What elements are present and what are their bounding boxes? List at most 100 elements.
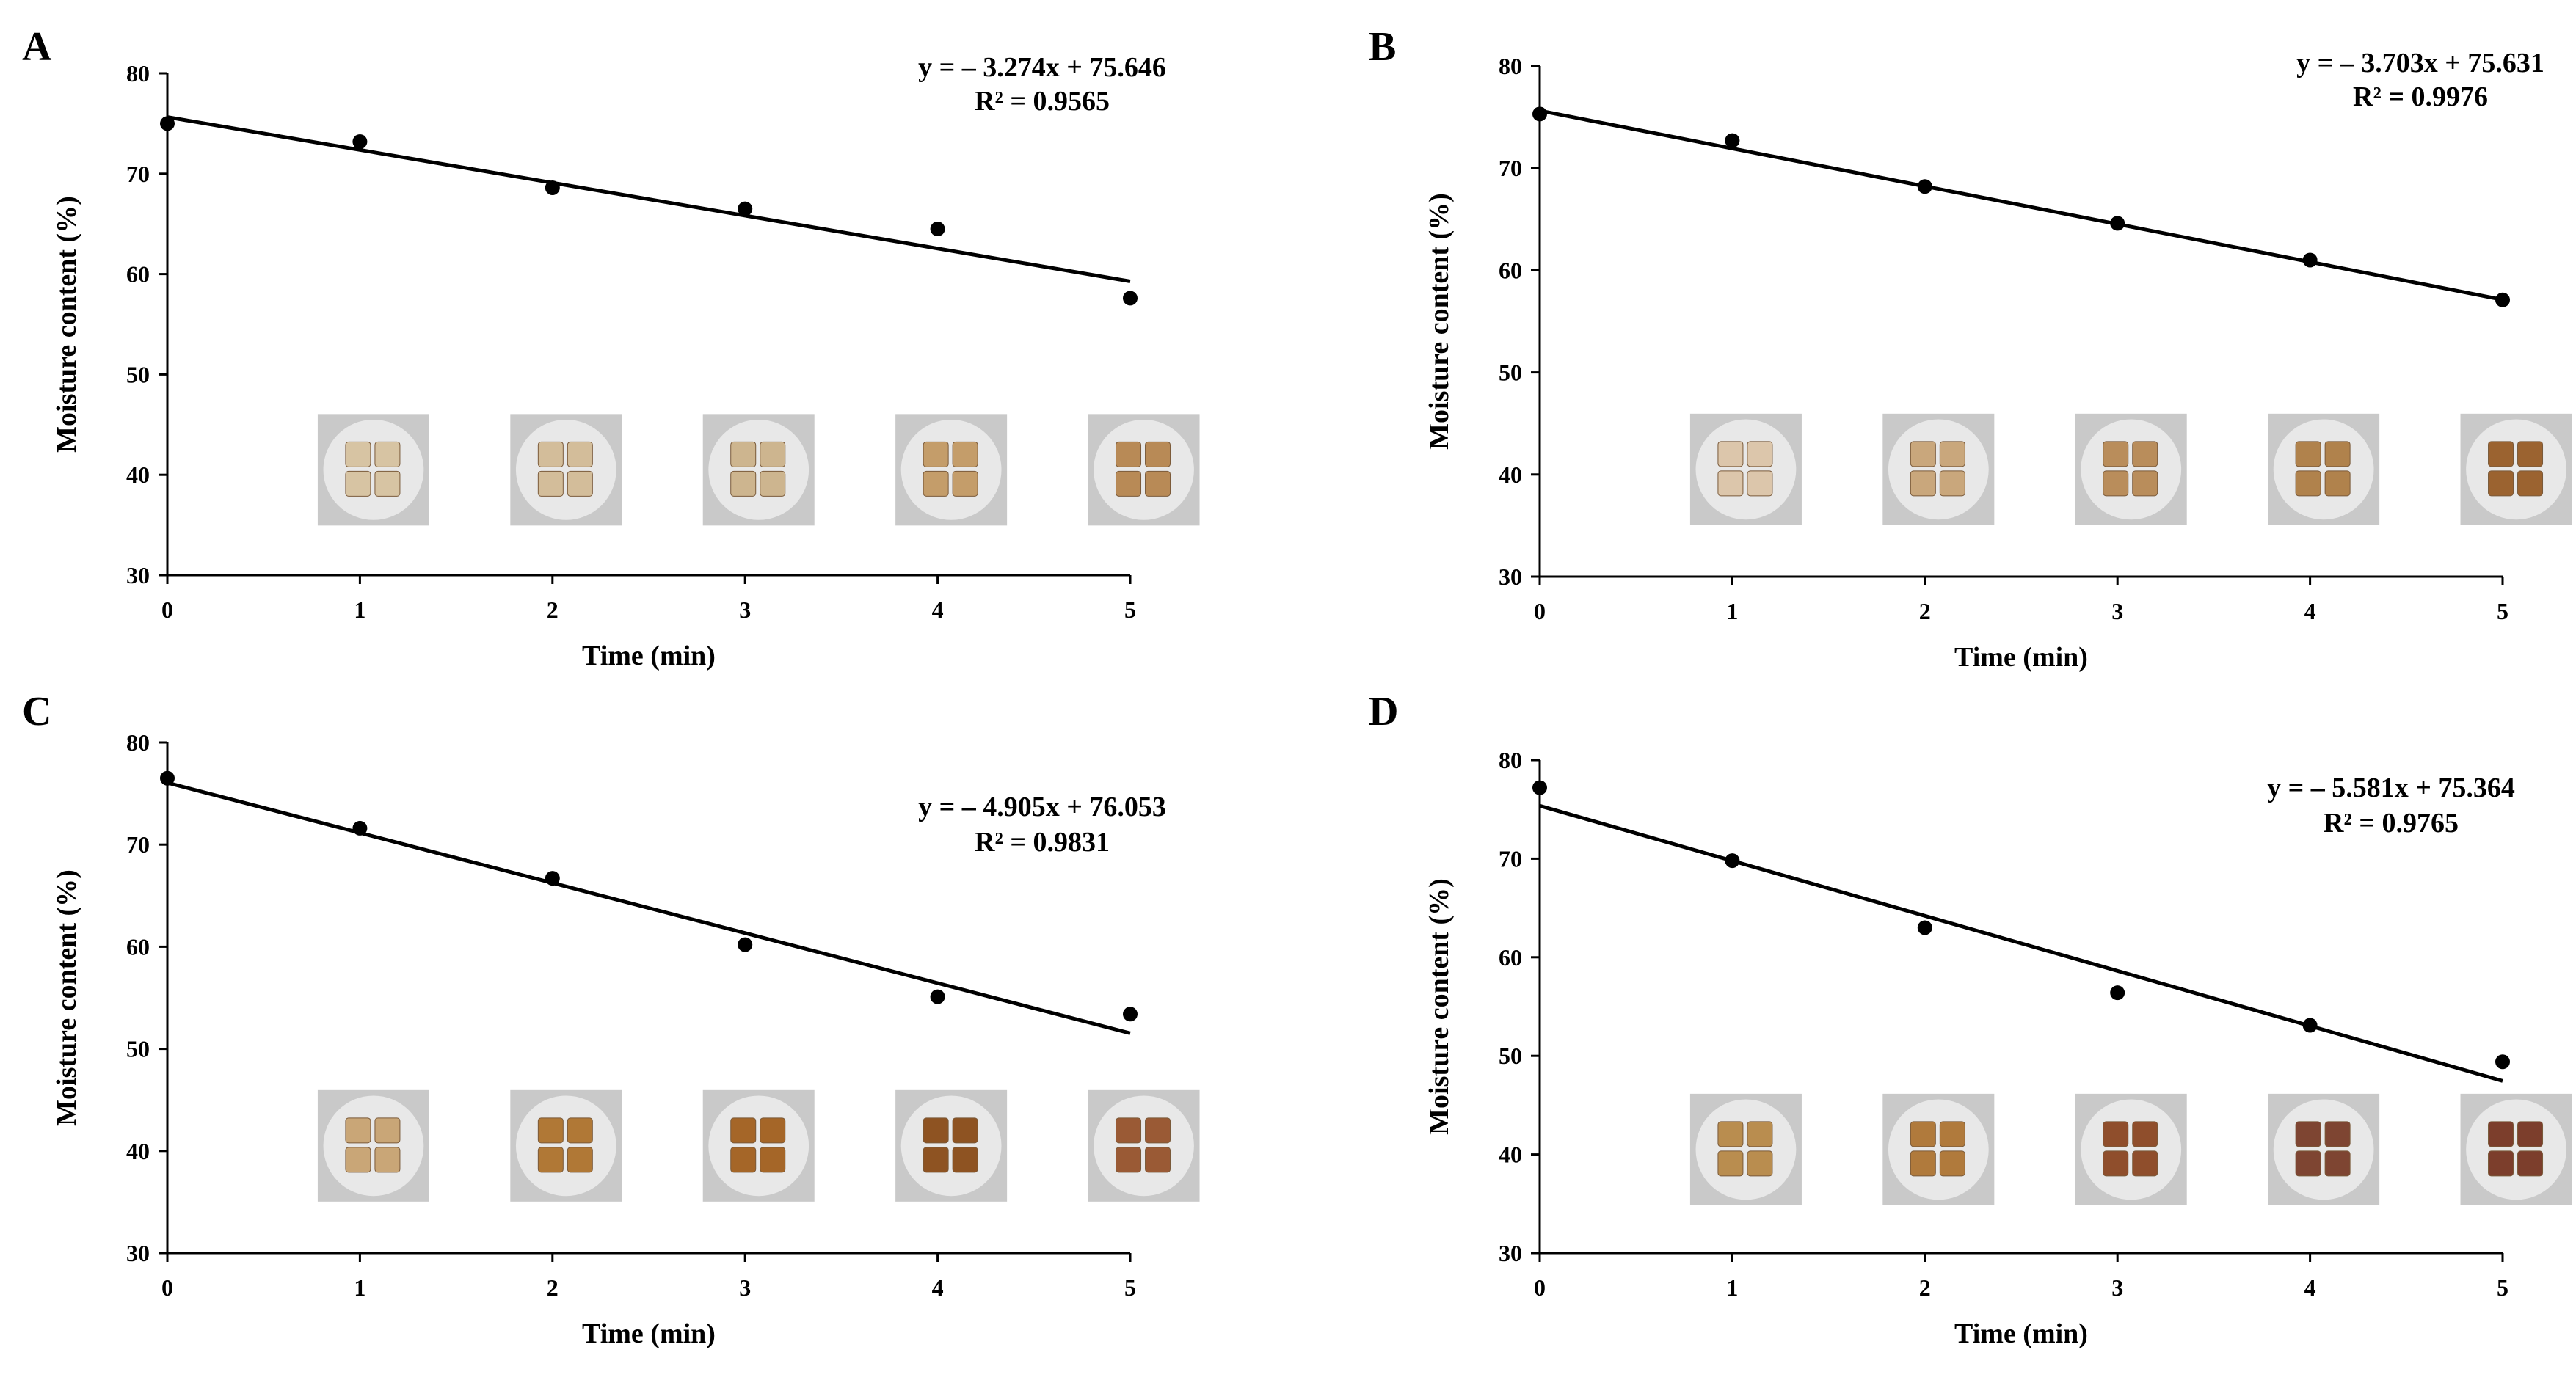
food-cube xyxy=(345,470,371,497)
data-point xyxy=(352,820,368,836)
data-point xyxy=(352,134,368,150)
x-tick-label: 5 xyxy=(1124,596,1136,623)
food-cube xyxy=(760,1117,786,1144)
food-cube xyxy=(2295,1121,2321,1147)
food-cube xyxy=(1116,1147,1142,1173)
food-cube xyxy=(1717,1121,1744,1147)
food-cube xyxy=(2517,441,2544,467)
food-cube xyxy=(345,1117,371,1144)
sample-photo xyxy=(1088,414,1200,526)
x-tick-label: 1 xyxy=(1726,1274,1738,1301)
r-squared-value: R² = 0.9765 xyxy=(2324,808,2459,839)
food-cube xyxy=(2295,1150,2321,1177)
y-tick-label: 70 xyxy=(126,831,150,858)
food-cube xyxy=(2517,470,2544,497)
food-cube xyxy=(730,1117,757,1144)
sample-photo xyxy=(1088,1089,1200,1202)
panel-letter: B xyxy=(1369,24,1396,70)
sample-photo xyxy=(510,414,622,526)
plate xyxy=(2466,1099,2566,1200)
food-cube xyxy=(2103,441,2129,467)
plate xyxy=(323,419,424,520)
sample-photo xyxy=(2075,1093,2187,1205)
food-cube xyxy=(537,470,564,497)
food-cube xyxy=(537,1117,564,1144)
food-cube xyxy=(1717,441,1744,467)
food-cube xyxy=(537,441,564,467)
food-cube xyxy=(567,1147,593,1173)
sample-photo xyxy=(2268,1093,2380,1205)
x-tick-label: 0 xyxy=(1534,598,1546,624)
x-tick-label: 1 xyxy=(1726,598,1738,624)
panel-letter: C xyxy=(22,689,51,734)
y-tick-label: 60 xyxy=(126,933,150,960)
plate xyxy=(1094,419,1194,520)
food-cube xyxy=(2132,470,2158,497)
plate xyxy=(2081,1099,2182,1200)
data-point xyxy=(1123,1007,1138,1022)
food-cube xyxy=(760,441,786,467)
food-cube xyxy=(374,441,401,467)
food-cube xyxy=(2488,470,2514,497)
food-cube xyxy=(567,470,593,497)
food-cube xyxy=(760,470,786,497)
y-tick-label: 30 xyxy=(1499,563,1522,590)
food-cube xyxy=(730,1147,757,1173)
data-point xyxy=(1917,920,1932,935)
y-tick-label: 80 xyxy=(1499,747,1522,773)
plate xyxy=(1094,1095,1194,1197)
data-point xyxy=(1917,179,1932,194)
food-cube xyxy=(2324,441,2351,467)
food-cube xyxy=(952,1117,978,1144)
panel-letter: D xyxy=(1369,689,1398,734)
food-cube xyxy=(923,470,949,497)
food-cube xyxy=(345,441,371,467)
chart-panel-b: B 30 40 50 60 70 80 0 1 2 3 4 5 Time (min) Moisture co… xyxy=(1369,24,2572,673)
food-cube xyxy=(1747,1121,1773,1147)
y-tick-label: 60 xyxy=(1499,944,1522,971)
y-tick-label: 80 xyxy=(126,60,150,87)
y-tick-label: 50 xyxy=(1499,1043,1522,1069)
food-cube xyxy=(1747,1150,1773,1177)
food-cube xyxy=(1116,1117,1142,1144)
sample-photo xyxy=(895,414,1008,526)
y-tick-label: 50 xyxy=(126,361,150,387)
y-axis-label: Moisture content (%) xyxy=(1424,193,1455,450)
food-cube xyxy=(1717,470,1744,497)
plate xyxy=(1888,1099,1989,1200)
y-tick-label: 60 xyxy=(1499,257,1522,283)
food-cube xyxy=(374,1147,401,1173)
food-cube xyxy=(1910,470,1936,497)
food-cube xyxy=(1910,1150,1936,1177)
y-tick-label: 40 xyxy=(1499,461,1522,488)
y-axis-label: Moisture content (%) xyxy=(51,196,82,453)
regression-equation: y = – 5.581x + 75.364 xyxy=(2267,773,2515,803)
x-tick-label: 1 xyxy=(354,1274,365,1301)
sample-photo xyxy=(510,1089,622,1202)
y-tick-label: 40 xyxy=(126,1138,150,1164)
y-axis-label: Moisture content (%) xyxy=(1424,878,1455,1135)
x-tick-label: 3 xyxy=(739,596,751,623)
plate xyxy=(1888,419,1989,520)
food-cube xyxy=(730,441,757,467)
plate xyxy=(515,419,616,520)
food-cube xyxy=(2132,441,2158,467)
plate xyxy=(2273,419,2374,520)
food-cube xyxy=(374,1117,401,1144)
data-point xyxy=(1725,133,1740,148)
x-axis-label: Time (min) xyxy=(582,640,716,671)
food-cube xyxy=(2103,1121,2129,1147)
food-cube xyxy=(2488,441,2514,467)
food-cube xyxy=(1910,1121,1936,1147)
food-cube xyxy=(2488,1121,2514,1147)
plate xyxy=(708,419,809,520)
data-point xyxy=(2302,252,2318,268)
sample-photo xyxy=(1689,1093,1802,1205)
plate xyxy=(1695,419,1797,520)
sample-photo xyxy=(1689,413,1802,525)
r-squared-value: R² = 0.9831 xyxy=(975,827,1110,858)
x-tick-label: 5 xyxy=(2497,598,2508,624)
y-tick-label: 40 xyxy=(126,461,150,488)
food-cube xyxy=(1145,470,1171,497)
